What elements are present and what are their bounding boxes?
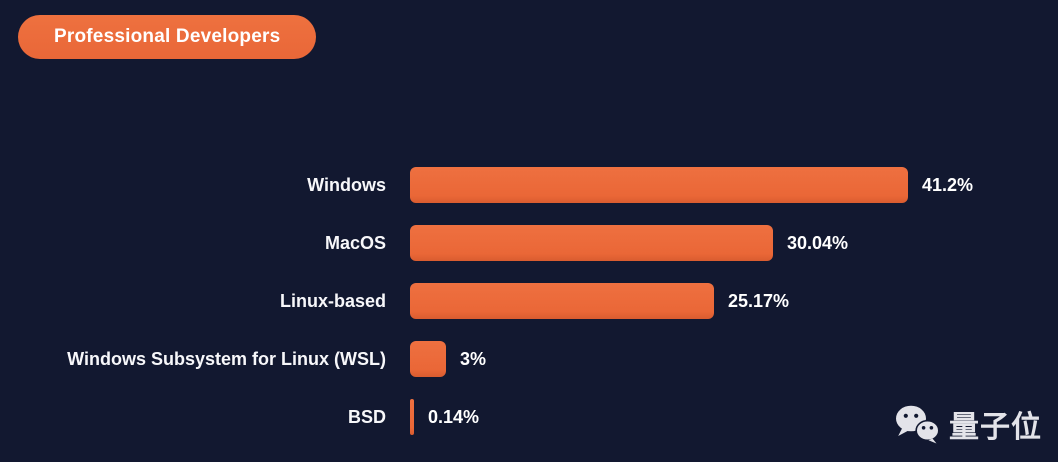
bar[interactable] bbox=[410, 341, 446, 377]
title-badge-label: Professional Developers bbox=[54, 26, 281, 47]
bar-chart: Windows 41.2% MacOS 30.04% Linux-based 2… bbox=[0, 156, 1058, 446]
category-label: Linux-based bbox=[279, 290, 386, 311]
watermark: 量子位 bbox=[894, 402, 1042, 446]
bar-track: 3% bbox=[410, 341, 486, 377]
bar-track: 30.04% bbox=[410, 225, 848, 261]
bar[interactable] bbox=[410, 225, 773, 261]
bar-track: 25.17% bbox=[410, 283, 789, 319]
bar-track: 41.2% bbox=[410, 167, 973, 203]
category-label: MacOS bbox=[324, 232, 386, 253]
category-label: BSD bbox=[347, 406, 386, 427]
category-label: Windows bbox=[307, 174, 386, 195]
bar-track: 0.14% bbox=[410, 399, 479, 435]
bar-row: Linux-based 25.17% bbox=[0, 272, 1058, 330]
bar-row: Windows Subsystem for Linux (WSL) 3% bbox=[0, 330, 1058, 388]
value-label: 3% bbox=[460, 348, 487, 369]
wechat-icon bbox=[896, 405, 940, 444]
value-label: 25.17% bbox=[728, 290, 790, 311]
value-label: 30.04% bbox=[787, 232, 849, 253]
watermark-text: 量子位 bbox=[949, 411, 1042, 444]
title-badge: Professional Developers bbox=[18, 15, 317, 59]
bar-row: MacOS 30.04% bbox=[0, 214, 1058, 272]
value-label: 41.2% bbox=[922, 174, 974, 195]
bar[interactable] bbox=[410, 283, 714, 319]
value-label: 0.14% bbox=[428, 406, 480, 427]
bar[interactable] bbox=[410, 167, 908, 203]
bar-row: Windows 41.2% bbox=[0, 156, 1058, 214]
bar[interactable] bbox=[410, 399, 414, 435]
bar-row: BSD 0.14% bbox=[0, 388, 1058, 446]
category-label: Windows Subsystem for Linux (WSL) bbox=[67, 348, 386, 369]
